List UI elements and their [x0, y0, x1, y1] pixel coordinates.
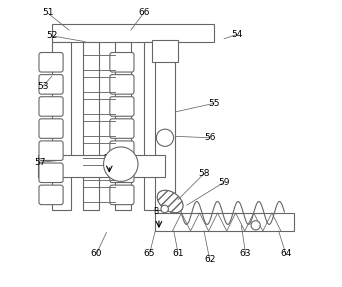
- Bar: [144, 42, 162, 210]
- Bar: [52, 24, 214, 42]
- Text: 63: 63: [240, 249, 251, 259]
- Text: 58: 58: [198, 169, 210, 178]
- FancyBboxPatch shape: [39, 163, 63, 183]
- Text: 66: 66: [138, 8, 149, 18]
- Text: 60: 60: [91, 249, 102, 259]
- Text: 61: 61: [172, 249, 184, 259]
- Bar: [155, 42, 175, 210]
- FancyBboxPatch shape: [110, 141, 134, 160]
- Text: 53: 53: [38, 82, 49, 91]
- FancyBboxPatch shape: [110, 53, 134, 72]
- Text: 59: 59: [218, 178, 230, 187]
- Bar: [115, 42, 131, 210]
- Ellipse shape: [157, 190, 183, 213]
- FancyBboxPatch shape: [39, 185, 63, 205]
- Text: 65: 65: [144, 249, 155, 259]
- FancyBboxPatch shape: [39, 75, 63, 94]
- Bar: [52, 42, 70, 210]
- FancyBboxPatch shape: [39, 119, 63, 138]
- FancyBboxPatch shape: [110, 75, 134, 94]
- FancyBboxPatch shape: [39, 97, 63, 116]
- Text: B: B: [104, 154, 109, 163]
- Text: 55: 55: [208, 99, 220, 108]
- Text: 51: 51: [42, 8, 53, 18]
- FancyBboxPatch shape: [110, 97, 134, 116]
- Circle shape: [161, 205, 168, 213]
- Bar: [38, 155, 165, 177]
- Circle shape: [104, 147, 138, 181]
- FancyBboxPatch shape: [39, 141, 63, 160]
- Text: 64: 64: [280, 249, 291, 259]
- Text: 57: 57: [35, 158, 46, 167]
- FancyBboxPatch shape: [110, 119, 134, 138]
- Bar: [155, 213, 294, 231]
- Text: 54: 54: [231, 30, 243, 39]
- FancyBboxPatch shape: [110, 185, 134, 205]
- Text: 56: 56: [204, 133, 215, 142]
- Text: B: B: [153, 207, 158, 216]
- FancyBboxPatch shape: [110, 163, 134, 183]
- Bar: [83, 42, 99, 210]
- Bar: [152, 40, 178, 62]
- Text: 62: 62: [204, 255, 215, 264]
- Circle shape: [251, 221, 260, 230]
- Text: 52: 52: [46, 31, 57, 40]
- FancyBboxPatch shape: [39, 53, 63, 72]
- Circle shape: [156, 129, 174, 146]
